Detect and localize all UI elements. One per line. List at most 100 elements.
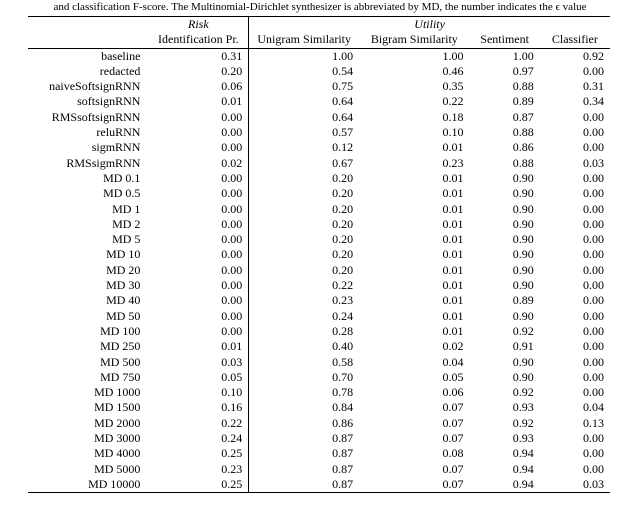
method-label: MD 250 bbox=[28, 339, 148, 354]
method-label: MD 0.5 bbox=[28, 186, 148, 201]
table-row: MD 0.10.000.200.010.900.00 bbox=[28, 171, 610, 186]
sentiment-cell: 0.94 bbox=[470, 477, 540, 493]
bigram-cell: 1.00 bbox=[359, 48, 469, 64]
method-label: MD 10 bbox=[28, 247, 148, 262]
risk-cell: 0.00 bbox=[148, 263, 248, 278]
bigram-cell: 0.01 bbox=[359, 217, 469, 232]
method-label: RMSsigmRNN bbox=[28, 156, 148, 171]
sentiment-cell: 0.86 bbox=[470, 140, 540, 155]
bigram-cell: 0.07 bbox=[359, 416, 469, 431]
bigram-cell: 0.07 bbox=[359, 477, 469, 493]
method-label: MD 30 bbox=[28, 278, 148, 293]
sentiment-cell: 0.89 bbox=[470, 293, 540, 308]
risk-cell: 0.06 bbox=[148, 79, 248, 94]
classifier-cell: 0.04 bbox=[540, 400, 610, 415]
header-sentiment: Sentiment bbox=[470, 32, 540, 48]
unigram-cell: 0.75 bbox=[249, 79, 359, 94]
classifier-cell: 0.00 bbox=[540, 202, 610, 217]
classifier-cell: 0.00 bbox=[540, 64, 610, 79]
header-unigram: Unigram Similarity bbox=[249, 32, 359, 48]
table-row: RMSsoftsignRNN0.000.640.180.870.00 bbox=[28, 110, 610, 125]
unigram-cell: 0.87 bbox=[249, 477, 359, 493]
sentiment-cell: 0.90 bbox=[470, 217, 540, 232]
risk-cell: 0.03 bbox=[148, 355, 248, 370]
table-row: naiveSoftsignRNN0.060.750.350.880.31 bbox=[28, 79, 610, 94]
bigram-cell: 0.46 bbox=[359, 64, 469, 79]
risk-cell: 0.10 bbox=[148, 385, 248, 400]
sentiment-cell: 0.90 bbox=[470, 202, 540, 217]
bigram-cell: 0.01 bbox=[359, 140, 469, 155]
bigram-cell: 0.02 bbox=[359, 339, 469, 354]
sentiment-cell: 0.89 bbox=[470, 94, 540, 109]
method-label: MD 5000 bbox=[28, 462, 148, 477]
header-utility: Utility bbox=[249, 17, 610, 33]
classifier-cell: 0.00 bbox=[540, 217, 610, 232]
method-label: MD 1000 bbox=[28, 385, 148, 400]
risk-cell: 0.00 bbox=[148, 247, 248, 262]
unigram-cell: 0.87 bbox=[249, 431, 359, 446]
sentiment-cell: 0.87 bbox=[470, 110, 540, 125]
classifier-cell: 0.03 bbox=[540, 156, 610, 171]
method-label: MD 10000 bbox=[28, 477, 148, 493]
bigram-cell: 0.01 bbox=[359, 186, 469, 201]
sentiment-cell: 0.88 bbox=[470, 79, 540, 94]
classifier-cell: 0.00 bbox=[540, 431, 610, 446]
bigram-cell: 0.07 bbox=[359, 431, 469, 446]
bigram-cell: 0.06 bbox=[359, 385, 469, 400]
classifier-cell: 0.00 bbox=[540, 232, 610, 247]
risk-cell: 0.00 bbox=[148, 171, 248, 186]
sentiment-cell: 0.92 bbox=[470, 324, 540, 339]
table-row: MD 300.000.220.010.900.00 bbox=[28, 278, 610, 293]
method-label: naiveSoftsignRNN bbox=[28, 79, 148, 94]
classifier-cell: 0.00 bbox=[540, 140, 610, 155]
unigram-cell: 0.20 bbox=[249, 263, 359, 278]
classifier-cell: 0.31 bbox=[540, 79, 610, 94]
risk-cell: 0.16 bbox=[148, 400, 248, 415]
header-risk: Risk bbox=[148, 17, 248, 33]
table-row: MD 10000.100.780.060.920.00 bbox=[28, 385, 610, 400]
table-row: MD 50.000.200.010.900.00 bbox=[28, 232, 610, 247]
bigram-cell: 0.01 bbox=[359, 171, 469, 186]
unigram-cell: 0.23 bbox=[249, 293, 359, 308]
risk-cell: 0.00 bbox=[148, 309, 248, 324]
risk-cell: 0.00 bbox=[148, 232, 248, 247]
unigram-cell: 0.87 bbox=[249, 446, 359, 461]
method-label: MD 500 bbox=[28, 355, 148, 370]
bigram-cell: 0.05 bbox=[359, 370, 469, 385]
classifier-cell: 0.00 bbox=[540, 278, 610, 293]
risk-cell: 0.02 bbox=[148, 156, 248, 171]
sentiment-cell: 0.88 bbox=[470, 156, 540, 171]
results-table: Risk Utility Identification Pr. Unigram … bbox=[28, 16, 610, 493]
classifier-cell: 0.00 bbox=[540, 171, 610, 186]
bigram-cell: 0.23 bbox=[359, 156, 469, 171]
page: and classification F-score. The Multinom… bbox=[0, 0, 640, 508]
sentiment-cell: 1.00 bbox=[470, 48, 540, 64]
bigram-cell: 0.35 bbox=[359, 79, 469, 94]
unigram-cell: 0.64 bbox=[249, 94, 359, 109]
sentiment-cell: 0.91 bbox=[470, 339, 540, 354]
risk-cell: 0.00 bbox=[148, 293, 248, 308]
classifier-cell: 0.00 bbox=[540, 324, 610, 339]
sentiment-cell: 0.90 bbox=[470, 232, 540, 247]
bigram-cell: 0.01 bbox=[359, 247, 469, 262]
risk-cell: 0.22 bbox=[148, 416, 248, 431]
table-row: MD 100.000.200.010.900.00 bbox=[28, 247, 610, 262]
table-row: MD 20000.220.860.070.920.13 bbox=[28, 416, 610, 431]
table-row: sigmRNN0.000.120.010.860.00 bbox=[28, 140, 610, 155]
method-label: MD 5 bbox=[28, 232, 148, 247]
risk-cell: 0.31 bbox=[148, 48, 248, 64]
bigram-cell: 0.01 bbox=[359, 232, 469, 247]
unigram-cell: 0.67 bbox=[249, 156, 359, 171]
method-label: MD 3000 bbox=[28, 431, 148, 446]
table-row: MD 30000.240.870.070.930.00 bbox=[28, 431, 610, 446]
unigram-cell: 0.58 bbox=[249, 355, 359, 370]
header-method bbox=[28, 32, 148, 48]
bigram-cell: 0.08 bbox=[359, 446, 469, 461]
unigram-cell: 0.87 bbox=[249, 462, 359, 477]
table-row: MD 400.000.230.010.890.00 bbox=[28, 293, 610, 308]
method-label: MD 1 bbox=[28, 202, 148, 217]
classifier-cell: 0.00 bbox=[540, 309, 610, 324]
classifier-cell: 0.00 bbox=[540, 247, 610, 262]
bigram-cell: 0.04 bbox=[359, 355, 469, 370]
unigram-cell: 0.54 bbox=[249, 64, 359, 79]
